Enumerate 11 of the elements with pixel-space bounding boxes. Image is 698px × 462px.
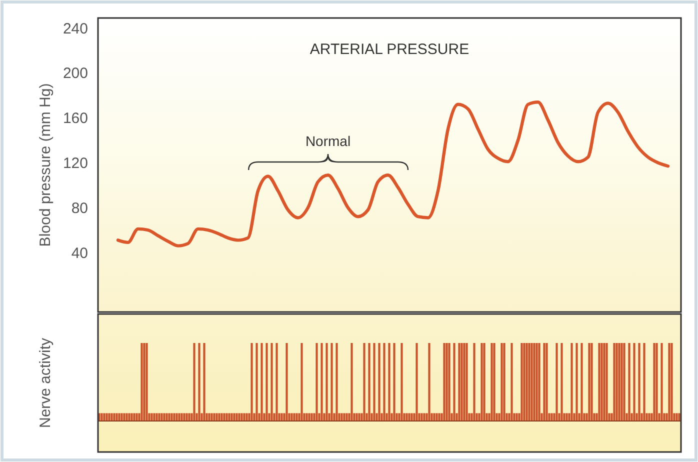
y-tick-label: 40 bbox=[71, 244, 88, 262]
y-tick-label: 200 bbox=[62, 65, 88, 82]
line-series bbox=[116, 100, 670, 248]
y-axis-title: Blood pressure (mm Hg) bbox=[37, 83, 54, 247]
y-tick-label: 240 bbox=[62, 20, 88, 38]
y-tick-label: 80 bbox=[71, 200, 88, 217]
y-axis-title: Nerve activity bbox=[37, 337, 54, 428]
y-tick-label: 160 bbox=[62, 110, 88, 128]
y-tick-label: 120 bbox=[62, 155, 88, 172]
annotation: Normal bbox=[305, 133, 351, 149]
text: ARTERIAL PRESSURE bbox=[310, 41, 470, 58]
